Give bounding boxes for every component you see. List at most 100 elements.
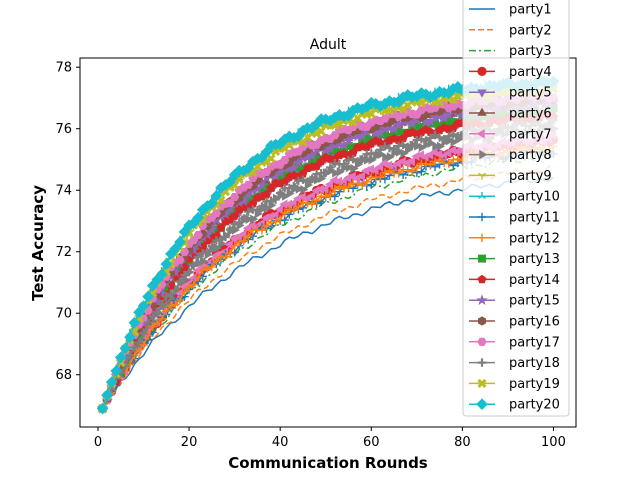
data-point-party18 [307,174,317,184]
data-point-party12 [280,208,289,217]
legend-item-party19: party19 [469,377,560,392]
legend-label: party19 [509,377,560,392]
legend-label: party7 [509,127,552,142]
data-point-party7 [374,162,384,172]
legend-marker [477,233,487,243]
data-point-party12 [339,184,349,193]
data-point-party12 [394,169,403,178]
data-point-party18 [371,149,381,158]
legend-label: party18 [509,356,560,371]
data-point-party12 [212,256,221,266]
legend-box [462,0,570,417]
data-point-party12 [152,318,162,328]
data-point-party12 [189,280,198,289]
legend-item-party18: party18 [469,356,560,371]
data-point-party12 [294,202,303,212]
data-point-party12 [321,192,330,201]
data-point-party12 [453,154,463,164]
data-point-party12 [125,360,135,369]
data-point-party12 [148,322,157,331]
data-point-party8 [386,152,395,162]
data-point-party20 [160,258,173,270]
legend-label: party4 [509,65,552,80]
legend-label: party14 [509,273,560,288]
data-point-party12 [303,198,312,208]
data-point-party12 [139,340,148,350]
data-point-party18 [444,132,453,141]
legend-label: party5 [509,86,552,101]
data-point-party17 [175,255,185,264]
legend-marker [477,66,487,77]
data-point-party12 [376,172,385,182]
legend-marker [477,274,487,284]
data-point-party18 [357,155,367,164]
data-point-party20 [114,351,127,364]
data-point-party7 [224,239,233,250]
data-point-party8 [332,168,341,178]
data-point-party11 [330,192,340,201]
data-point-party12 [408,167,417,176]
data-point-party18 [139,329,148,338]
legend-item-party14: party14 [469,273,560,288]
legend-label: party8 [509,148,552,163]
legend-label: party1 [509,3,552,18]
data-point-party19 [266,153,276,164]
data-point-party12 [143,331,153,340]
legend-item-party12: party12 [469,231,560,246]
data-point-party20 [110,365,123,377]
legend-marker [477,107,487,116]
legend-label: party12 [509,231,560,246]
data-point-party18 [143,318,153,327]
y-tick-label: 78 [55,61,72,76]
data-point-party20 [174,236,186,248]
data-point-party18 [189,261,198,270]
data-point-party18 [449,130,458,139]
data-point-party18 [125,351,135,360]
legend-label: party3 [509,44,552,59]
data-point-party12 [171,300,180,309]
y-axis-label: Test Accuracy [29,185,47,301]
data-point-party18 [326,163,335,172]
legend-label: party11 [509,211,560,226]
data-point-party12 [421,159,431,169]
legend-item-party3: party3 [469,44,552,59]
data-point-party7 [425,150,434,160]
data-point-party20 [224,175,236,188]
legend-label: party6 [509,107,552,122]
data-point-party18 [257,202,267,211]
legend-marker [477,316,487,326]
data-point-party8 [345,162,354,173]
data-point-party18 [339,159,349,169]
data-point-party7 [356,171,365,181]
legend-item-party16: party16 [469,315,560,330]
data-point-party8 [336,167,345,177]
data-point-party20 [169,242,182,255]
data-point-party18 [221,232,230,242]
data-point-party18 [244,207,253,216]
legend-marker [479,149,488,160]
data-point-party20 [101,389,113,401]
data-point-party12 [330,184,340,194]
data-point-party12 [244,231,253,241]
data-point-party18 [152,308,162,317]
data-point-party8 [432,141,441,151]
legend-marker [477,89,487,98]
data-point-party20 [137,300,150,312]
legend-label: party17 [509,335,560,350]
data-point-party11 [280,215,289,225]
data-point-party18 [289,181,299,191]
data-point-party18 [216,235,226,244]
data-point-party7 [324,179,333,190]
legend-marker [476,129,485,139]
data-point-party12 [207,262,217,272]
data-point-party8 [436,141,446,151]
legend-item-party17: party17 [469,335,560,350]
data-point-party17 [229,192,240,202]
data-point-party12 [326,190,335,199]
y-tick-label: 68 [55,368,72,383]
data-point-party8 [450,137,459,147]
legend-item-party7: party7 [469,127,552,142]
legend-label: party9 [509,169,552,184]
data-point-party12 [193,273,203,282]
data-point-party12 [184,282,194,292]
